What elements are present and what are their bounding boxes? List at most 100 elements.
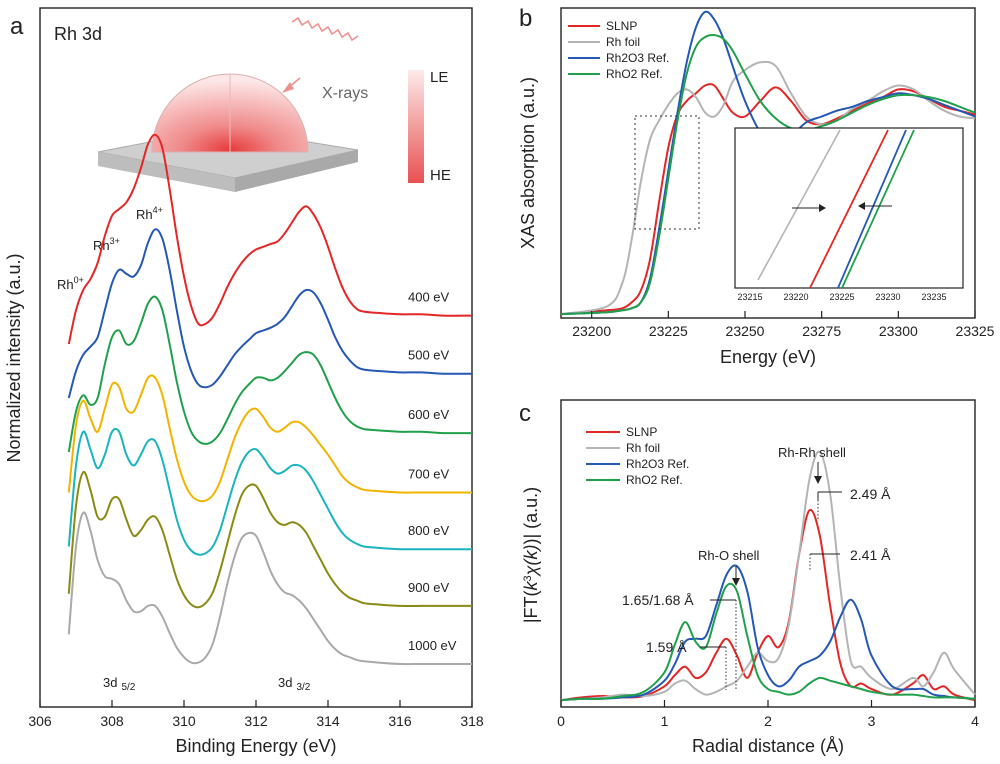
panel-c-legend: SLNP Rh foil Rh2O3 Ref. RhO2 Ref. <box>586 425 689 487</box>
panel-a-series <box>67 133 473 666</box>
series-label: 700 eV <box>408 467 450 482</box>
panel-a-xtick-label: 310 <box>172 713 196 729</box>
zoom-tick-label: 23235 <box>921 292 946 302</box>
panel-b-ylabel: XAS absorption (a.u.) <box>518 77 538 249</box>
zoom-region-box <box>634 115 700 230</box>
legend-label: RhO2 Ref. <box>626 473 683 487</box>
panel-c-ylabel: |FT(k3χ(k))| (a.u.) <box>521 487 541 623</box>
series-label: 600 eV <box>408 407 450 422</box>
peak-label-rh4: Rh4+ <box>136 205 163 222</box>
panel-b-legend: SLNP Rh foil Rh2O3 Ref. RhO2 Ref. <box>568 19 669 81</box>
rho-arrowhead-icon <box>732 578 740 586</box>
zoom-arrowhead-right-icon <box>819 204 826 212</box>
series-label: 800 eV <box>408 523 450 538</box>
legend-label: Rh foil <box>626 441 660 455</box>
energy-colorbar <box>408 70 424 183</box>
series-line <box>560 450 976 702</box>
panel-c-annotations: Rh-Rh shell 2.49 Å 2.41 Å Rh-O shell 1.6… <box>622 445 891 690</box>
series-line-700-ev <box>67 374 472 503</box>
annotation-rho-shell: Rh-O shell <box>698 548 760 563</box>
colorbar-he-label: HE <box>430 167 451 184</box>
panel-b-xtick-label: 23250 <box>726 323 765 339</box>
panel-a-xtick-label: 312 <box>244 713 268 729</box>
panel-b-zoom-inset: 23215 23220 23225 23230 23235 <box>734 127 964 302</box>
panel-b-letter: b <box>519 5 532 32</box>
zoom-tick-label: 23220 <box>783 292 808 302</box>
series-line <box>560 564 976 702</box>
series-label: 500 eV <box>408 348 450 363</box>
series-line <box>560 508 976 702</box>
legend-label: Rh2O3 Ref. <box>606 51 669 65</box>
peak-label-rh3: Rh3+ <box>93 236 120 253</box>
annotation-1-65: 1.65/1.68 Å <box>622 592 694 608</box>
panel-b-xtick-label: 23225 <box>649 323 688 339</box>
region-label-3d52: 3d 5/2 <box>103 675 136 693</box>
legend-label: Rh foil <box>606 35 640 49</box>
rhrh-arrowhead-icon <box>814 476 822 484</box>
legend-label: SLNP <box>626 425 657 439</box>
panel-b-xticks: 23200 23225 23250 23275 23300 23325 <box>572 311 995 339</box>
legend-label: SLNP <box>606 19 637 33</box>
panel-b-xtick-label: 23200 <box>572 323 611 339</box>
annotation-1-59: 1.59 Å <box>646 639 687 655</box>
zoom-tick-label: 23230 <box>875 292 900 302</box>
panel-b-frame <box>560 7 976 319</box>
panel-a-xlabel: Binding Energy (eV) <box>175 736 336 756</box>
panel-a-xtick-label: 306 <box>28 713 52 729</box>
peak-label-rh0: Rh0+ <box>57 275 84 292</box>
series-line-500-ev <box>67 228 473 399</box>
panel-c-xlabel: Radial distance (Å) <box>692 736 844 756</box>
series-line <box>560 83 976 316</box>
panel-a-xtick-label: 314 <box>316 713 340 729</box>
panel-b-xtick-label: 23325 <box>956 323 995 339</box>
panel-c-xticks: 0 1 2 3 4 <box>557 700 979 729</box>
annotation-rhrh-shell: Rh-Rh shell <box>778 445 846 460</box>
panel-a-series-labels: 400 eV 500 eV 600 eV 700 eV 800 eV 900 eV 1000… <box>408 290 457 653</box>
panel-a-title: Rh 3d <box>54 24 102 44</box>
zoom-tick-label: 23225 <box>829 292 854 302</box>
panel-c-xtick-label: 2 <box>764 713 772 729</box>
series-line <box>560 582 976 702</box>
zoom-line-slnp <box>809 129 889 289</box>
inset-substrate-front <box>235 150 358 192</box>
panel-c-xtick-label: 4 <box>971 713 979 729</box>
panel-c-series <box>560 450 976 702</box>
panel-a-ylabel: Normalized intensity (a.u.) <box>4 253 24 462</box>
series-label: 1000 eV <box>408 638 457 653</box>
zoom-line-rh-foil <box>757 129 841 281</box>
series-line-1000-ev <box>67 511 472 666</box>
panel-a-xtick-label: 308 <box>100 713 124 729</box>
panel-a-letter: a <box>10 13 24 40</box>
zoom-arrowhead-left-icon <box>858 202 865 210</box>
xray-arrowhead-icon <box>282 82 294 93</box>
series-line-400-ev <box>67 133 473 345</box>
region-label-3d32: 3d 3/2 <box>278 675 311 693</box>
legend-label: Rh2O3 Ref. <box>626 457 689 471</box>
panel-c-xtick-label: 1 <box>661 713 669 729</box>
xray-label: X-rays <box>322 85 368 102</box>
panel-b-series <box>560 10 976 316</box>
series-label: 400 eV <box>408 290 450 305</box>
legend-label: RhO2 Ref. <box>606 67 663 81</box>
panel-b-xlabel: Energy (eV) <box>720 347 816 367</box>
annotation-2-49: 2.49 Å <box>850 486 891 502</box>
panel-b-xtick-label: 23300 <box>879 323 918 339</box>
panel-c-xtick-label: 3 <box>868 713 876 729</box>
zoom-line-rh2o3 <box>837 129 907 289</box>
series-line <box>560 60 976 316</box>
panel-a: a Rh 3d X-rays LE HE Rh0+ Rh3+ Rh4+ 3d 5/… <box>4 7 484 756</box>
panel-c-xtick-label: 0 <box>557 713 565 729</box>
zoom-line-rho2 <box>841 129 915 289</box>
panel-b: b 23215 23220 23225 23230 23235 SLNP Rh f… <box>518 5 995 367</box>
series-line-800-ev <box>67 427 472 556</box>
colorbar-le-label: LE <box>430 69 448 86</box>
xray-wave-icon <box>291 16 359 42</box>
inset-illustration: X-rays LE HE <box>97 16 451 192</box>
panel-c: c Rh-Rh shell 2.49 Å 2.41 Å Rh-O shell 1… <box>519 399 979 756</box>
annotation-2-41: 2.41 Å <box>850 547 891 563</box>
panel-b-xtick-label: 23275 <box>802 323 841 339</box>
series-line <box>560 34 976 316</box>
series-line-600-ev <box>67 295 473 453</box>
panel-a-xtick-label: 316 <box>388 713 412 729</box>
